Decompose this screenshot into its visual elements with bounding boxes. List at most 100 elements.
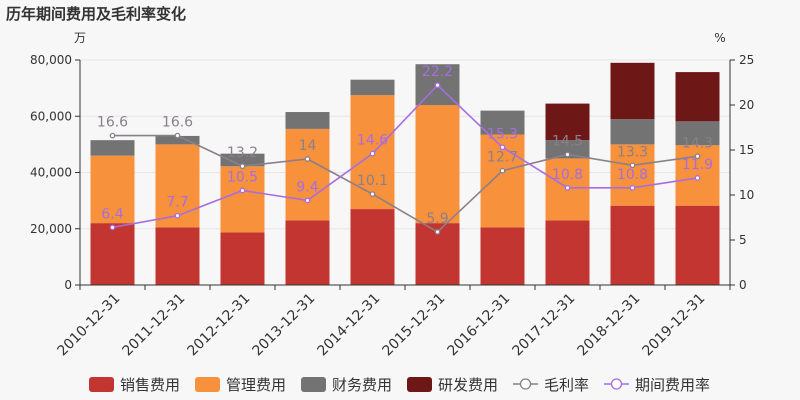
bar-segment [545, 140, 590, 159]
legend-label: 毛利率 [544, 376, 589, 394]
legend-swatch [195, 377, 220, 392]
x-tick-label: 2018-12-31 [574, 291, 643, 360]
bar-segment [480, 227, 525, 285]
series-point [369, 191, 376, 197]
series-point [434, 229, 441, 235]
series-point [629, 184, 636, 191]
bar-segment [155, 135, 200, 145]
legend-label: 管理费用 [226, 376, 286, 394]
data-label: 10.8 [617, 167, 648, 183]
bar-segment [155, 227, 200, 285]
series-point [174, 132, 181, 139]
bar-segment [480, 110, 525, 135]
data-label: 12.7 [487, 150, 518, 166]
data-label: 14.5 [552, 134, 583, 150]
series-point [304, 197, 311, 204]
bar-segment [90, 223, 135, 285]
data-label: 10.8 [552, 167, 583, 183]
bar-segment [610, 205, 655, 285]
bar-segment [220, 166, 265, 233]
data-label: 14 [299, 138, 317, 154]
data-label: 10.1 [357, 173, 388, 189]
series-point [434, 82, 441, 89]
y2-unit-label: % [714, 31, 725, 45]
bar-segment [285, 112, 330, 129]
bar-segment [350, 79, 395, 96]
y2-tick-label: 25 [739, 53, 754, 67]
data-label: 6.4 [101, 206, 123, 222]
x-tick-label: 2017-12-31 [509, 291, 578, 360]
y2-tick-label: 15 [739, 143, 754, 157]
bar-segment [545, 103, 590, 141]
x-tick-label: 2011-12-31 [119, 291, 188, 360]
chart-title: 历年期间费用及毛利率变化 [6, 5, 187, 23]
legend-swatch [407, 377, 432, 392]
series-point [694, 175, 701, 181]
legend-marker [519, 378, 532, 390]
series-line [112, 134, 698, 233]
series-point [369, 150, 376, 157]
legend-label: 销售费用 [120, 376, 180, 394]
y2-tick-label: 5 [739, 233, 747, 247]
bar-segment [610, 119, 655, 145]
y-unit-label: 万 [74, 31, 86, 45]
x-tick-label: 2013-12-31 [249, 291, 318, 360]
bar-segment [220, 232, 265, 285]
series-point [629, 162, 636, 169]
bar-segment [415, 105, 460, 224]
x-tick-label: 2019-12-31 [639, 291, 708, 360]
data-label: 10.5 [227, 170, 258, 186]
data-label: 13.2 [227, 145, 258, 161]
data-label: 7.7 [166, 195, 188, 211]
bar-segment [90, 155, 135, 224]
data-label: 16.6 [162, 115, 193, 131]
legend-marker [610, 378, 623, 390]
bar-segment [675, 72, 720, 122]
y2-tick-label: 10 [739, 188, 754, 202]
x-tick-label: 2016-12-31 [444, 291, 513, 360]
y-tick-label: 60,000 [30, 109, 72, 123]
legend-swatch [89, 377, 114, 392]
series-point [694, 153, 701, 160]
bar-segment [610, 144, 655, 206]
series-point [499, 144, 506, 151]
legend-label: 财务费用 [332, 376, 392, 394]
series-point [499, 167, 506, 174]
bar-segment [220, 153, 265, 167]
legend-label: 研发费用 [438, 376, 498, 394]
data-label: 5.9 [426, 211, 448, 227]
bar-segment [90, 140, 135, 156]
series-point [564, 151, 571, 158]
y-tick-label: 0 [64, 278, 72, 292]
bar-segment [675, 121, 720, 146]
bar-segment [675, 205, 720, 285]
x-tick-label: 2014-12-31 [314, 291, 383, 360]
y2-tick-label: 20 [739, 98, 754, 112]
series-point [109, 224, 116, 231]
x-tick-label: 2015-12-31 [379, 291, 448, 360]
x-tick-label: 2010-12-31 [54, 291, 123, 360]
data-label: 14.6 [357, 133, 388, 149]
y-tick-label: 40,000 [30, 166, 72, 180]
bar-segment [285, 220, 330, 285]
data-label: 15.3 [487, 126, 518, 142]
series-point [239, 163, 246, 170]
data-label: 9.4 [296, 179, 318, 195]
y2-tick-label: 0 [739, 278, 747, 292]
series-point [109, 132, 116, 139]
data-label: 14.3 [682, 135, 713, 151]
bar-segment [350, 209, 395, 285]
bar-segment [610, 62, 655, 120]
y-tick-label: 20,000 [30, 222, 72, 236]
bar-segment [545, 220, 590, 285]
legend-label: 期间费用率 [635, 376, 710, 394]
data-label: 13.3 [617, 144, 648, 160]
bar-segment [285, 128, 330, 221]
series-point [239, 187, 246, 194]
series-point [304, 156, 311, 162]
series-point [174, 212, 181, 219]
series-point [564, 184, 571, 191]
data-label: 11.9 [682, 157, 713, 173]
legend-swatch [301, 377, 326, 392]
